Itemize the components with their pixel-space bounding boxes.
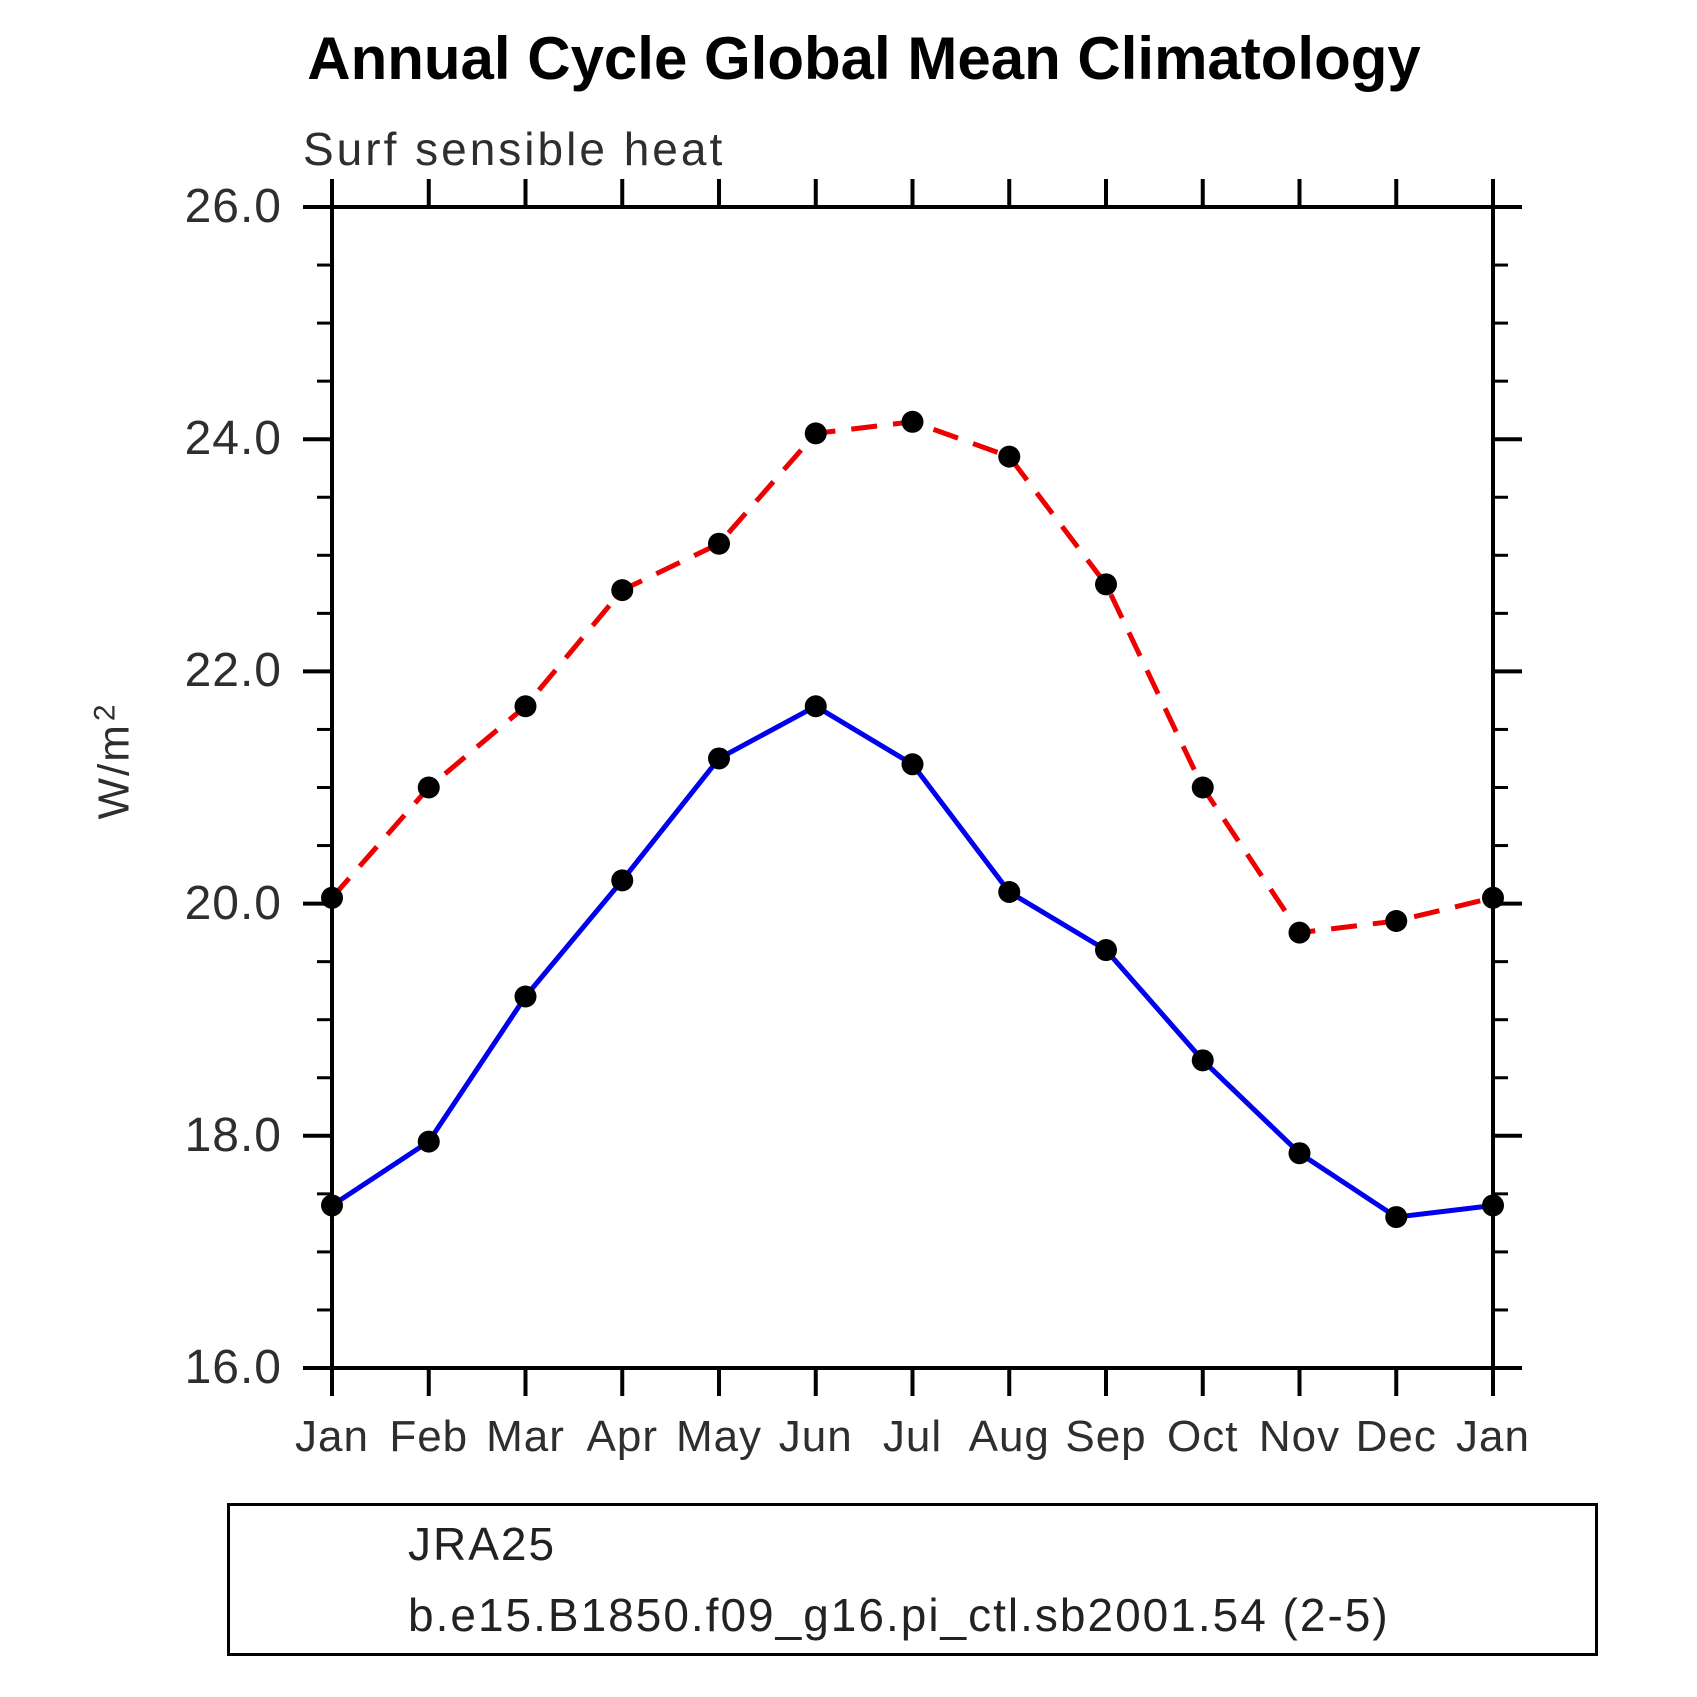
data-point-marker xyxy=(1385,1206,1408,1229)
y-axis-label-base: W/m xyxy=(89,723,139,820)
x-tick-label: Dec xyxy=(1355,1412,1437,1461)
x-tick-label: Jul xyxy=(882,1412,943,1461)
y-axis-label: W/m2 xyxy=(87,702,140,820)
y-tick-label: 20.0 xyxy=(184,876,282,930)
data-point-marker xyxy=(321,886,343,909)
legend-label-jra25: JRA25 xyxy=(408,1518,557,1570)
data-point-marker xyxy=(708,532,730,555)
y-tick-label: 22.0 xyxy=(184,644,282,698)
x-tick-label: Mar xyxy=(486,1412,565,1461)
x-tick-label: Jun xyxy=(778,1412,853,1461)
x-tick-label: Jan xyxy=(1456,1412,1530,1461)
data-point-marker xyxy=(804,422,827,445)
data-point-marker xyxy=(611,579,634,602)
data-point-marker xyxy=(1288,1142,1311,1165)
data-point-marker xyxy=(1095,939,1117,962)
x-tick-label: Feb xyxy=(389,1412,469,1461)
data-point-marker xyxy=(514,695,537,718)
data-point-marker xyxy=(1095,573,1117,596)
y-tick-label: 18.0 xyxy=(184,1108,282,1162)
data-point-marker xyxy=(1482,1194,1504,1217)
data-point-marker xyxy=(998,880,1021,903)
y-tick-label: 26.0 xyxy=(184,180,282,233)
data-point-marker xyxy=(901,410,924,433)
legend-box xyxy=(227,1503,1598,1656)
x-tick-label: Sep xyxy=(1065,1412,1147,1461)
x-tick-label: Apr xyxy=(586,1412,658,1461)
y-axis-label-exponent: 2 xyxy=(88,702,122,722)
data-point-marker xyxy=(514,985,537,1008)
y-tick-label: 24.0 xyxy=(184,412,282,466)
data-point-marker xyxy=(1288,921,1311,944)
x-tick-label: Aug xyxy=(968,1412,1050,1461)
data-point-marker xyxy=(321,1194,343,1217)
x-tick-label: May xyxy=(675,1412,763,1461)
page-title: Annual Cycle Global Mean Climatology xyxy=(307,25,1421,92)
y-tick-label: 16.0 xyxy=(184,1341,282,1394)
series-line-1 xyxy=(330,419,1494,936)
series-line-0 xyxy=(330,703,1494,1220)
data-point-marker xyxy=(1191,776,1214,799)
data-point-marker xyxy=(1482,886,1504,909)
x-tick-label: Oct xyxy=(1167,1412,1239,1461)
legend-label-model: b.e15.B1850.f09_g16.pi_ctl.sb2001.54 (2-… xyxy=(408,1589,1390,1641)
data-point-marker xyxy=(901,753,924,776)
data-point-marker xyxy=(1385,910,1408,933)
data-point-marker xyxy=(611,869,634,892)
x-tick-label: Nov xyxy=(1258,1412,1341,1461)
data-point-marker xyxy=(804,695,827,718)
data-point-marker xyxy=(708,747,730,770)
data-point-marker xyxy=(417,1130,440,1153)
data-point-marker xyxy=(417,776,440,799)
x-tick-label: Jan xyxy=(295,1412,369,1461)
data-point-marker xyxy=(1191,1049,1214,1072)
chart-subtitle: Surf sensible heat xyxy=(303,123,726,175)
data-point-marker xyxy=(998,445,1021,468)
plot-frame xyxy=(330,205,1495,1370)
